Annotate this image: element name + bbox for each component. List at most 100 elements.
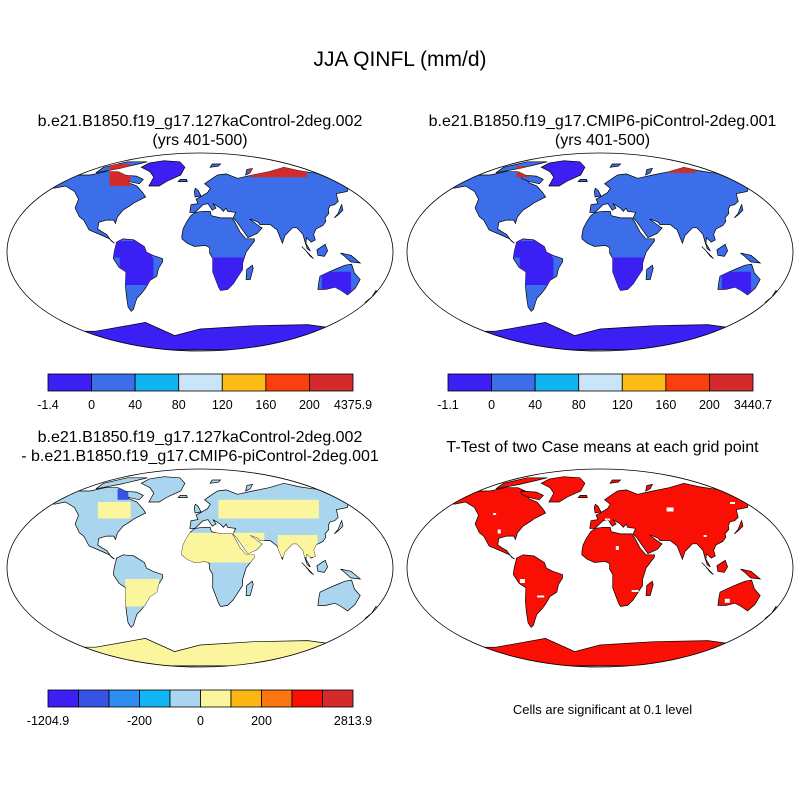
region-siberia-coast [666, 166, 696, 173]
colorbar-swatch [534, 373, 580, 392]
land-sumatra [701, 246, 714, 259]
land-borneo [716, 243, 728, 257]
colorbar-label: 80 [172, 398, 186, 412]
non-significant-cell [666, 507, 674, 512]
colorbar-swatch [709, 373, 754, 392]
non-significant-cell [493, 513, 497, 515]
region-sahara [179, 532, 265, 563]
land-madagascar [645, 580, 654, 596]
colorbar-swatch [108, 689, 140, 708]
land-borneo [316, 559, 328, 573]
non-significant-cell [730, 502, 735, 504]
colorbar-swatch [91, 373, 136, 392]
land-japan [734, 203, 744, 219]
case2-map [406, 152, 794, 352]
colorbar-label: 0 [488, 398, 495, 412]
case1-map [6, 152, 394, 352]
panel-1-case-name: b.e21.B1850.f19_g17.127kaControl-2deg.00… [37, 113, 363, 130]
colorbar-swatch [491, 373, 536, 392]
land-sumatra [301, 246, 314, 259]
land-britain [193, 503, 202, 514]
panel-3-title: b.e21.B1850.f19_g17.127kaControl-2deg.00… [0, 428, 400, 466]
difference-map [6, 468, 394, 668]
land-novayaZemlya [245, 483, 254, 492]
colorbar-label: -1.4 [37, 398, 59, 412]
land-newGuinea [340, 252, 362, 264]
land-greenland [540, 160, 586, 187]
map-border [6, 468, 394, 668]
colorbar-swatch [139, 689, 171, 708]
land-borneo [716, 559, 728, 573]
non-significant-cell [631, 590, 639, 592]
land-japan [734, 519, 744, 535]
land-sumatra [301, 562, 314, 575]
land-eurasia [589, 166, 764, 252]
colorbar-swatch [309, 373, 354, 392]
land-britain [593, 187, 602, 198]
land-borneo [316, 243, 328, 257]
colorbar-label: 200 [299, 398, 320, 412]
colorbar-label: 120 [212, 398, 233, 412]
non-significant-cell [537, 595, 545, 598]
colorbar-swatch [221, 373, 267, 392]
panel-1-title: b.e21.B1850.f19_g17.127kaControl-2deg.00… [5, 112, 395, 150]
panel-2-title: b.e21.B1850.f19_g17.CMIP6-piControl-2deg… [405, 112, 800, 150]
colorbar-swatch [200, 689, 232, 708]
land-novayaZemlya [645, 167, 654, 176]
colorbar-label: 40 [528, 398, 542, 412]
land-svalbard [609, 163, 622, 168]
land-newGuinea [340, 568, 362, 580]
land-australia [317, 579, 361, 612]
land-iceland [577, 179, 588, 182]
significance-note: Cells are significant at 0.1 level [512, 702, 693, 717]
land-madagascar [245, 264, 254, 280]
land-japan [334, 519, 344, 535]
land-newGuinea [740, 568, 762, 580]
land-africa [581, 526, 655, 607]
colorbar-swatch [47, 689, 79, 708]
colorbar-swatch [665, 373, 710, 392]
land-madagascar [645, 264, 654, 280]
case1-colorbar: -1.4 0 40 80 120 160 200 4375.9 [37, 373, 372, 412]
colorbar-swatch [134, 373, 180, 392]
map-border [406, 468, 794, 668]
colorbar-swatch [621, 373, 667, 392]
colorbar-swatch [291, 689, 323, 708]
colorbar-label: 160 [655, 398, 676, 412]
panel-2-case-name: b.e21.B1850.f19_g17.CMIP6-piControl-2deg… [428, 113, 777, 130]
land-newGuinea [740, 252, 762, 264]
colorbar-label: 160 [255, 398, 276, 412]
colorbar-label: 200 [251, 714, 272, 728]
land-southAmerica [512, 554, 563, 628]
colorbar-swatch [265, 373, 310, 392]
colorbar-label: -1.1 [437, 398, 459, 412]
land-iceland [177, 179, 188, 182]
colorbar-swatch [47, 373, 92, 392]
land-svalbard [209, 163, 222, 168]
colorbar-label: 2813.9 [334, 714, 372, 728]
land-iceland [577, 495, 588, 498]
non-significant-cell [703, 535, 707, 537]
case2-colorbar: -1.1 0 40 80 120 160 200 3440.7 [437, 373, 772, 412]
land-eurasia [189, 166, 364, 252]
land-novayaZemlya [645, 483, 654, 492]
non-significant-cell [615, 546, 619, 550]
non-significant-cell [497, 529, 501, 534]
land-greenland [140, 160, 186, 187]
region-north-america [97, 502, 131, 519]
land-australia [717, 579, 761, 612]
colorbar-label: 80 [572, 398, 586, 412]
land-northAmerica [446, 487, 547, 560]
land-svalbard [209, 479, 222, 484]
land-northAmerica [46, 171, 147, 244]
colorbar-swatch [178, 373, 223, 392]
colorbar-label: -1204.9 [27, 714, 69, 728]
land-madagascar [245, 580, 254, 596]
panel-3-minus-case: - b.e21.B1850.f19_g17.CMIP6-piControl-2d… [21, 448, 379, 465]
land-iceland [177, 495, 188, 498]
map-border [6, 152, 394, 352]
colorbar-swatch [169, 689, 201, 708]
non-significant-cell [724, 598, 730, 603]
land-arcticIslands [95, 477, 148, 490]
region-eurasia [218, 499, 319, 519]
